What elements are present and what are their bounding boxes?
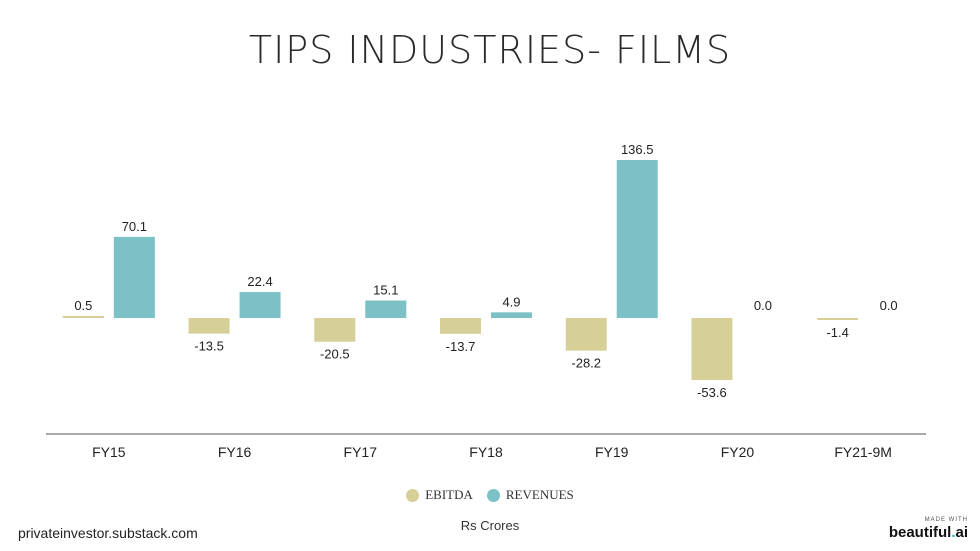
legend-swatch-revenues [486,488,500,502]
legend-item-revenues: REVENUES [486,487,574,503]
data-label-ebitda-fy15: 0.5 [74,298,92,313]
data-label-revenues-fy15: 70.1 [122,219,147,234]
x-tick-label-fy16: FY16 [218,444,252,460]
data-label-revenues-fy21-9m: 0.0 [880,298,898,313]
legend-label-revenues: REVENUES [505,487,574,502]
legend-item-ebitda: EBITDA [406,487,473,503]
x-tick-label-fy17: FY17 [344,444,378,460]
bar-revenues-fy16 [239,292,281,318]
data-label-ebitda-fy21-9m: -1.4 [826,325,848,340]
x-tick-label-fy18: FY18 [469,444,503,460]
data-label-ebitda-fy16: -13.5 [194,339,224,354]
legend-swatch-ebitda [406,488,420,502]
data-label-ebitda-fy18: -13.7 [446,339,476,354]
data-label-revenues-fy17: 15.1 [373,283,398,298]
bar-ebitda-fy21-9m [817,318,859,320]
bar-revenues-fy17 [365,300,407,318]
bar-ebitda-fy20 [691,318,733,381]
bar-ebitda-fy15 [62,316,104,318]
data-label-ebitda-fy19: -28.2 [571,356,601,371]
x-tick-label-fy19: FY19 [595,444,629,460]
bar-revenues-fy18 [491,312,532,318]
brand-logo[interactable]: MADE WITH beautiful.ai [889,517,968,541]
source-link[interactable]: privateinvestor.substack.com [18,525,198,541]
data-label-revenues-fy18: 4.9 [502,294,520,309]
bar-revenues-fy19 [616,160,658,318]
data-label-revenues-fy19: 136.5 [621,142,654,157]
bar-ebitda-fy17 [314,318,356,342]
brand-name: beautiful.ai [889,524,968,541]
data-label-ebitda-fy17: -20.5 [320,347,350,362]
bar-ebitda-fy19 [565,318,607,351]
legend-label-ebitda: EBITDA [425,487,473,502]
data-label-revenues-fy16: 22.4 [247,274,272,289]
brand-dot: . [951,524,956,541]
data-label-revenues-fy20: 0.0 [754,298,772,313]
bar-ebitda-fy18 [440,318,481,334]
brand-name-main: beautiful [888,524,952,541]
brand-made-with: MADE WITH [924,517,968,523]
x-tick-label-fy20: FY20 [721,444,755,460]
bar-revenues-fy15 [113,236,155,318]
x-tick-label-fy15: FY15 [92,444,126,460]
data-label-ebitda-fy20: -53.6 [697,385,727,400]
chart-title: TIPS INDUSTRIES- FILMS [248,28,732,72]
unit-label: Rs Crores [460,518,520,533]
bar-ebitda-fy16 [188,318,230,334]
legend: EBITDA REVENUES [0,487,980,503]
brand-name-suffix: ai [955,524,968,541]
x-tick-label-fy21-9m: FY21-9M [834,444,892,460]
